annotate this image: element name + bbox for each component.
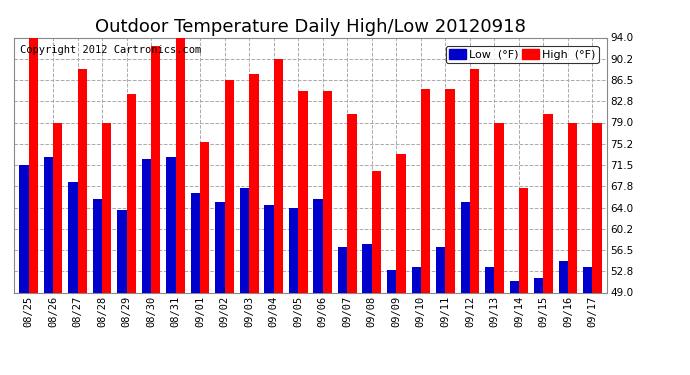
- Bar: [240, 188, 249, 292]
- Bar: [166, 156, 176, 292]
- Bar: [249, 74, 259, 292]
- Bar: [568, 123, 578, 292]
- Bar: [323, 92, 332, 292]
- Bar: [559, 261, 568, 292]
- Bar: [264, 205, 274, 292]
- Text: Copyright 2012 Cartronics.com: Copyright 2012 Cartronics.com: [20, 45, 201, 55]
- Bar: [460, 202, 470, 292]
- Bar: [436, 247, 445, 292]
- Bar: [593, 123, 602, 292]
- Bar: [53, 123, 62, 292]
- Bar: [191, 194, 200, 292]
- Bar: [142, 159, 151, 292]
- Bar: [102, 123, 111, 292]
- Bar: [510, 281, 519, 292]
- Bar: [176, 34, 185, 292]
- Bar: [68, 182, 77, 292]
- Bar: [126, 94, 136, 292]
- Bar: [19, 165, 28, 292]
- Bar: [215, 202, 225, 292]
- Bar: [28, 38, 38, 292]
- Bar: [338, 247, 347, 292]
- Title: Outdoor Temperature Daily High/Low 20120918: Outdoor Temperature Daily High/Low 20120…: [95, 18, 526, 36]
- Bar: [92, 199, 102, 292]
- Bar: [544, 114, 553, 292]
- Bar: [485, 267, 495, 292]
- Bar: [200, 142, 210, 292]
- Bar: [372, 171, 381, 292]
- Legend: Low  (°F), High  (°F): Low (°F), High (°F): [446, 46, 599, 63]
- Bar: [151, 46, 161, 292]
- Bar: [411, 267, 421, 292]
- Bar: [117, 210, 126, 292]
- Bar: [43, 156, 53, 292]
- Bar: [274, 59, 283, 292]
- Bar: [445, 88, 455, 292]
- Bar: [313, 199, 323, 292]
- Bar: [298, 92, 308, 292]
- Bar: [362, 244, 372, 292]
- Bar: [225, 80, 234, 292]
- Bar: [495, 123, 504, 292]
- Bar: [396, 154, 406, 292]
- Bar: [77, 69, 87, 292]
- Bar: [289, 207, 298, 292]
- Bar: [534, 278, 544, 292]
- Bar: [421, 88, 430, 292]
- Bar: [347, 114, 357, 292]
- Bar: [470, 69, 479, 292]
- Bar: [387, 270, 396, 292]
- Bar: [519, 188, 529, 292]
- Bar: [583, 267, 593, 292]
